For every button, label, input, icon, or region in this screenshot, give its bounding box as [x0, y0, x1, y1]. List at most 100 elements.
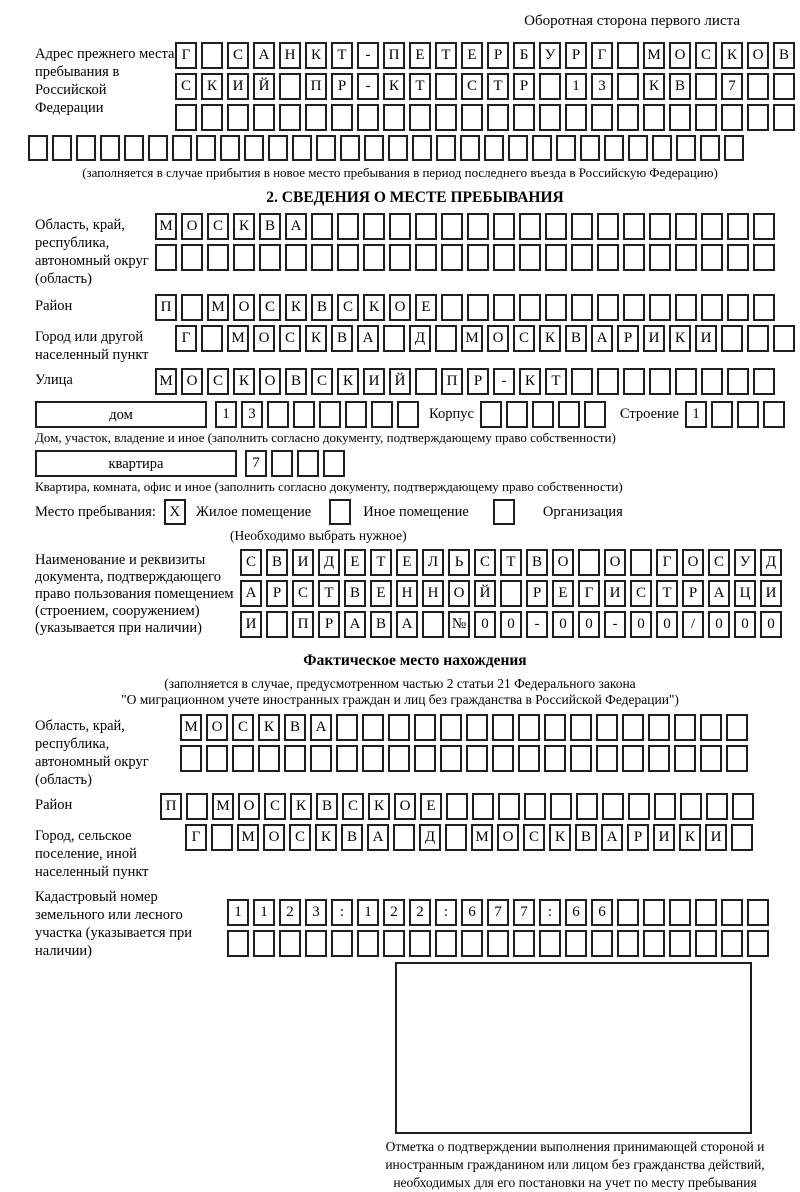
- char-box[interactable]: [701, 244, 723, 271]
- char-box[interactable]: Н: [396, 580, 418, 607]
- char-box[interactable]: 0: [734, 611, 756, 638]
- char-box[interactable]: В: [669, 73, 691, 100]
- char-box[interactable]: М: [207, 294, 229, 321]
- char-box[interactable]: В: [575, 824, 597, 851]
- char-box[interactable]: [441, 244, 463, 271]
- char-box[interactable]: [596, 714, 618, 741]
- char-box[interactable]: В: [344, 580, 366, 607]
- char-box[interactable]: [414, 714, 436, 741]
- char-box[interactable]: В: [285, 368, 307, 395]
- char-box[interactable]: [364, 135, 384, 161]
- char-box[interactable]: О: [206, 714, 228, 741]
- char-box[interactable]: В: [311, 294, 333, 321]
- char-box[interactable]: [623, 213, 645, 240]
- char-box[interactable]: [172, 135, 192, 161]
- char-box[interactable]: С: [337, 294, 359, 321]
- char-box[interactable]: [695, 73, 717, 100]
- char-box[interactable]: 6: [565, 899, 587, 926]
- char-box[interactable]: Т: [409, 73, 431, 100]
- char-box[interactable]: К: [643, 73, 665, 100]
- char-box[interactable]: [571, 244, 593, 271]
- char-box[interactable]: №: [448, 611, 470, 638]
- char-box[interactable]: М: [212, 793, 234, 820]
- char-box[interactable]: [617, 73, 639, 100]
- char-box[interactable]: [680, 793, 702, 820]
- char-box[interactable]: [753, 244, 775, 271]
- char-box[interactable]: О: [487, 325, 509, 352]
- char-box[interactable]: [747, 930, 769, 957]
- char-box[interactable]: [747, 325, 769, 352]
- char-box[interactable]: [155, 244, 177, 271]
- char-box[interactable]: В: [284, 714, 306, 741]
- char-box[interactable]: [721, 899, 743, 926]
- char-box[interactable]: В: [331, 325, 353, 352]
- char-box[interactable]: С: [207, 368, 229, 395]
- char-box[interactable]: А: [253, 42, 275, 69]
- char-box[interactable]: :: [435, 899, 457, 926]
- char-box[interactable]: [643, 104, 665, 131]
- char-box[interactable]: 2: [383, 899, 405, 926]
- char-box[interactable]: [52, 135, 72, 161]
- char-box[interactable]: [435, 104, 457, 131]
- char-box[interactable]: [695, 930, 717, 957]
- char-box[interactable]: М: [180, 714, 202, 741]
- char-box[interactable]: В: [341, 824, 363, 851]
- char-box[interactable]: [467, 213, 489, 240]
- char-box[interactable]: -: [604, 611, 626, 638]
- char-box[interactable]: [441, 213, 463, 240]
- char-box[interactable]: [649, 244, 671, 271]
- char-box[interactable]: [305, 104, 327, 131]
- char-box[interactable]: Й: [253, 73, 275, 100]
- char-box[interactable]: -: [357, 73, 379, 100]
- char-box[interactable]: О: [747, 42, 769, 69]
- char-box[interactable]: [539, 930, 561, 957]
- char-box[interactable]: [336, 745, 358, 772]
- char-box[interactable]: Г: [656, 549, 678, 576]
- char-box[interactable]: К: [290, 793, 312, 820]
- char-box[interactable]: П: [155, 294, 177, 321]
- char-box[interactable]: [244, 135, 264, 161]
- char-box[interactable]: Д: [419, 824, 441, 851]
- char-box[interactable]: 7: [513, 899, 535, 926]
- checkbox-organizatsiya[interactable]: [492, 499, 515, 525]
- char-box[interactable]: В: [370, 611, 392, 638]
- checkbox-inoe[interactable]: [329, 499, 352, 525]
- char-box[interactable]: 3: [241, 401, 263, 428]
- char-box[interactable]: [753, 213, 775, 240]
- char-box[interactable]: [363, 213, 385, 240]
- char-box[interactable]: П: [292, 611, 314, 638]
- char-box[interactable]: В: [259, 213, 281, 240]
- char-box[interactable]: П: [305, 73, 327, 100]
- char-box[interactable]: Р: [682, 580, 704, 607]
- char-box[interactable]: Р: [331, 73, 353, 100]
- char-box[interactable]: Е: [409, 42, 431, 69]
- char-box[interactable]: Р: [487, 42, 509, 69]
- char-box[interactable]: С: [513, 325, 535, 352]
- char-box[interactable]: Е: [396, 549, 418, 576]
- char-box[interactable]: И: [227, 73, 249, 100]
- char-box[interactable]: [675, 213, 697, 240]
- char-box[interactable]: Л: [422, 549, 444, 576]
- char-box[interactable]: С: [311, 368, 333, 395]
- char-box[interactable]: [724, 135, 744, 161]
- char-box[interactable]: [435, 930, 457, 957]
- char-box[interactable]: [388, 135, 408, 161]
- char-box[interactable]: [643, 930, 665, 957]
- char-box[interactable]: О: [263, 824, 285, 851]
- char-box[interactable]: П: [383, 42, 405, 69]
- char-box[interactable]: С: [523, 824, 545, 851]
- char-box[interactable]: [773, 73, 795, 100]
- char-box[interactable]: Г: [175, 42, 197, 69]
- char-box[interactable]: [519, 294, 541, 321]
- char-box[interactable]: А: [367, 824, 389, 851]
- char-box[interactable]: [393, 824, 415, 851]
- char-box[interactable]: П: [441, 368, 463, 395]
- char-box[interactable]: [513, 930, 535, 957]
- char-box[interactable]: О: [497, 824, 519, 851]
- char-box[interactable]: [597, 213, 619, 240]
- char-box[interactable]: Р: [617, 325, 639, 352]
- char-box[interactable]: [487, 104, 509, 131]
- char-box[interactable]: [747, 73, 769, 100]
- char-box[interactable]: [211, 824, 233, 851]
- char-box[interactable]: 0: [500, 611, 522, 638]
